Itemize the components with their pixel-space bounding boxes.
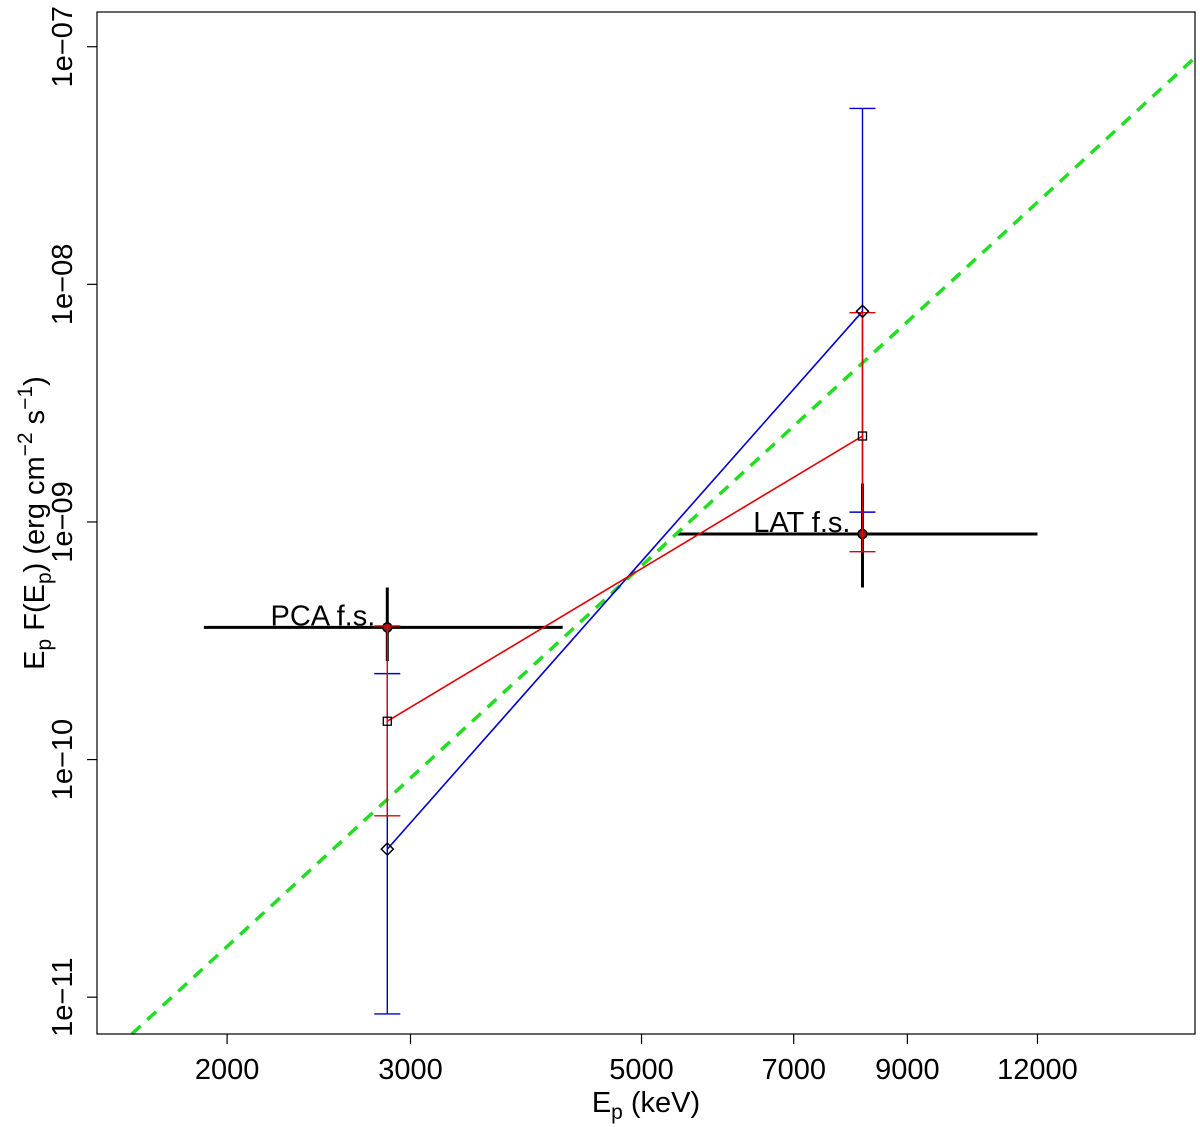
y-axis-title: Ep F(Ep) (erg cm−2 s−1) [14, 376, 56, 670]
y-tick-label: 1e−09 [47, 481, 79, 562]
series-layer [374, 107, 876, 1015]
trend-line [130, 56, 1197, 1036]
x-axis-title-rest: (keV) [623, 1087, 700, 1119]
fiducial-label: PCA f.s. [271, 600, 376, 632]
plot-frame [96, 11, 1196, 1035]
x-axis-title-main: E [592, 1087, 611, 1119]
red-series-line [386, 435, 863, 722]
x-tick-label: 12000 [997, 1054, 1078, 1086]
square-marker [857, 431, 868, 441]
y-axis-title-p2sub: p [33, 572, 56, 584]
diamond-marker [380, 842, 395, 857]
fiducial-layer: PCA f.s. LAT f.s. [203, 483, 1038, 661]
x-tick-label: 5000 [609, 1054, 674, 1086]
y-axis-title-p1sub: p [33, 639, 56, 651]
x-tick-label: 9000 [875, 1054, 940, 1086]
y-axis-title-p4: s [19, 410, 51, 433]
tick-layer: 2000 3000 5000 7000 9000 12000 1e−11 1e−10 1e−09… [47, 6, 1078, 1086]
x-tick-label: 2000 [195, 1054, 260, 1086]
y-axis-title-p4sup: −1 [14, 386, 37, 410]
x-axis-title-sub: p [611, 1101, 623, 1124]
y-axis-title-p2: F(E [19, 584, 51, 639]
y-tick-label: 1e−08 [47, 244, 79, 325]
x-tick-label: 7000 [761, 1054, 826, 1086]
y-axis-title-p3: ) (erg cm [19, 456, 51, 572]
y-axis-title-p5: ) [19, 376, 51, 386]
y-axis-title-p1: E [19, 650, 51, 669]
square-marker [382, 716, 392, 726]
y-tick-label: 1e−11 [47, 958, 79, 1037]
y-tick-label: 1e−10 [47, 719, 79, 800]
y-axis-title-p3sup: −2 [14, 432, 37, 456]
x-tick-label: 3000 [378, 1054, 443, 1086]
y-tick-label: 1e−07 [47, 6, 79, 87]
fiducial-label: LAT f.s. [753, 507, 850, 539]
x-axis-title: Ep (keV) [592, 1087, 700, 1124]
diamond-marker [855, 304, 870, 319]
trend-layer [130, 56, 1197, 1036]
blue-series-line [386, 310, 864, 850]
